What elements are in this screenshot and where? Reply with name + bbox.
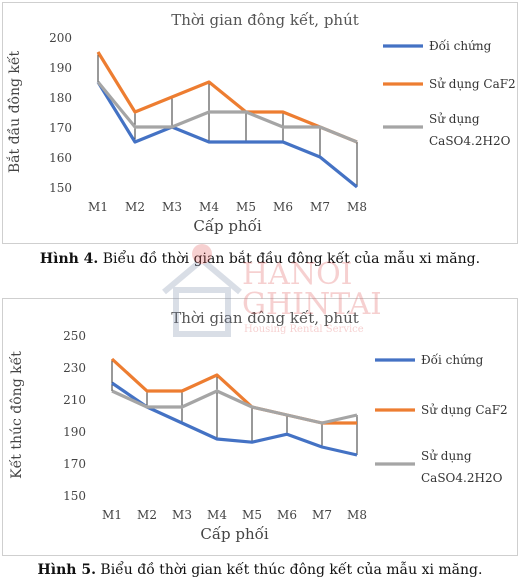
- caption-figure-5-text: Biểu đồ thời gian kết thúc đông kết của …: [95, 562, 483, 578]
- chart-2-y-tick-label-1: 170: [63, 457, 86, 471]
- chart-1-y-axis-label: Bắt đầu đông kết: [5, 50, 23, 173]
- chart-1-frame: Thời gian đông kết, phút 150 160 170 180 190 2…: [2, 2, 518, 244]
- chart-1-x-tick-label-1: M2: [125, 200, 145, 214]
- chart-1-y-tick-label-2: 170: [49, 121, 72, 135]
- chart-2-x-tick-label-3: M4: [207, 508, 227, 522]
- chart-2: Thời gian đông kết, phút 150 170 190 210 230 2…: [8, 309, 508, 543]
- chart-1-y-tick-label-1: 160: [49, 151, 72, 165]
- caption-figure-4: Hình 4. Biểu đồ thời gian bắt đầu đông k…: [0, 251, 520, 267]
- chart-1-legend-label-2-line-0: Sử dụng: [429, 112, 480, 126]
- chart-1-x-tick-label-4: M5: [236, 200, 256, 214]
- chart-2-y-tick-label-5: 250: [63, 329, 86, 343]
- chart-1-x-tick-label-2: M3: [162, 200, 182, 214]
- chart-1-x-tick-label-7: M8: [347, 200, 367, 214]
- chart-2-series-line-2: [111, 389, 358, 425]
- chart-1-series-line-1: [96, 51, 358, 144]
- chart-1-x-tick-label-3: M4: [199, 200, 219, 214]
- chart-1-series-line-0: [96, 81, 359, 189]
- caption-figure-4-text: Biểu đồ thời gian bắt đầu đông kết của m…: [98, 251, 481, 267]
- chart-2-series-line-1: [110, 357, 357, 425]
- chart-2-x-tick-label-6: M7: [312, 508, 332, 522]
- chart-1-legend-label-1: Sử dụng CaF2: [429, 77, 516, 91]
- chart-1-x-tick-label-5: M6: [273, 200, 293, 214]
- chart-2-x-tick-label-2: M3: [172, 508, 192, 522]
- caption-figure-5: Hình 5. Biểu đồ thời gian kết thúc đông …: [0, 562, 520, 578]
- chart-1-y-tick-label-0: 150: [49, 181, 72, 195]
- chart-1-x-tick-label-0: M1: [88, 200, 108, 214]
- chart-2-y-axis-label: Kết thúc đông kết: [8, 351, 25, 479]
- caption-figure-5-label: Hình 5.: [37, 562, 96, 578]
- chart-2-x-axis-label: Cấp phối: [200, 525, 268, 543]
- chart-1-y-tick-label-3: 180: [49, 91, 72, 105]
- chart-1-title: Thời gian đông kết, phút: [171, 11, 359, 29]
- chart-2-x-tick-label-4: M5: [242, 508, 262, 522]
- chart-2-legend-label-2-line-1: CaSO4.2H2O: [421, 471, 503, 485]
- chart-2-legend-label-1: Sử dụng CaF2: [421, 403, 508, 417]
- chart-2-legend-label-2-line-0: Sử dụng: [421, 449, 472, 463]
- chart-1-x-axis-label: Cấp phối: [193, 217, 261, 235]
- chart-1-legend-label-2-line-1: CaSO4.2H2O: [429, 134, 511, 148]
- chart-1: Thời gian đông kết, phút 150 160 170 180 190 2…: [5, 11, 516, 235]
- chart-2-legend-label-0: Đối chứng: [421, 352, 484, 367]
- chart-2-y-tick-label-2: 190: [63, 425, 86, 439]
- chart-2-frame: Thời gian đông kết, phút 150 170 190 210 230 2…: [2, 298, 518, 556]
- caption-figure-4-label: Hình 4.: [39, 251, 99, 267]
- chart-2-y-tick-label-0: 150: [63, 489, 86, 503]
- chart-2-y-tick-label-4: 230: [63, 361, 86, 375]
- chart-1-legend-label-0: Đối chứng: [429, 38, 492, 53]
- chart-2-title: Thời gian đông kết, phút: [171, 309, 359, 327]
- chart-1-y-tick-label-4: 190: [49, 61, 72, 75]
- chart-2-x-tick-label-0: M1: [102, 508, 122, 522]
- chart-1-series-line-2: [96, 80, 358, 144]
- chart-1-y-tick-label-5: 200: [49, 31, 72, 45]
- chart-2-series-line-0: [111, 381, 358, 457]
- chart-2-x-tick-label-7: M8: [347, 508, 367, 522]
- chart-2-x-tick-label-1: M2: [137, 508, 157, 522]
- chart-2-y-tick-label-3: 210: [63, 393, 86, 407]
- chart-1-x-tick-label-6: M7: [310, 200, 330, 214]
- chart-2-x-tick-label-5: M6: [277, 508, 297, 522]
